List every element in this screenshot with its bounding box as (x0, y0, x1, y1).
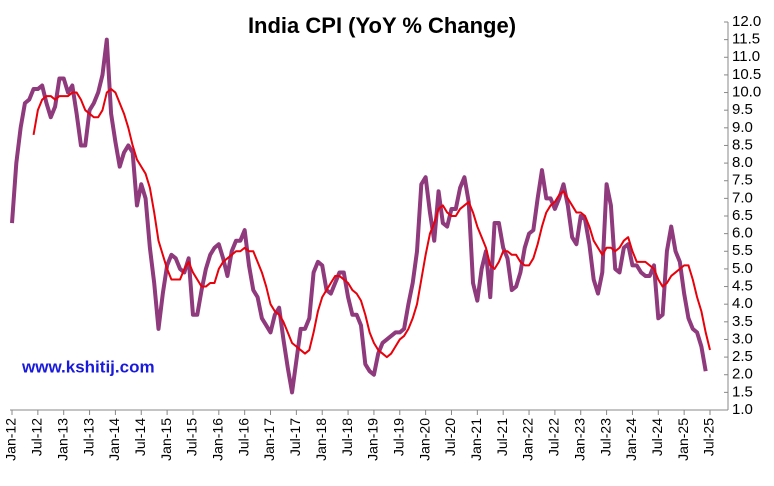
y-tick-label: 3.0 (732, 330, 753, 347)
y-tick-label: 4.0 (732, 295, 753, 312)
x-tick-label: Jan-18 (313, 418, 329, 461)
y-tick-label: 2.5 (732, 348, 753, 365)
y-tick-label: 7.0 (732, 189, 753, 206)
x-tick-label: Jul-20 (442, 418, 458, 456)
y-tick-label: 6.5 (732, 207, 753, 224)
x-tick-label: Jan-22 (520, 418, 536, 461)
y-tick-label: 1.5 (732, 383, 753, 400)
x-tick-label: Jan-24 (623, 418, 639, 461)
watermark: www.kshitij.com (21, 357, 155, 376)
y-tick-label: 10.0 (732, 84, 761, 101)
x-tick-label: Jan-17 (261, 418, 277, 461)
x-tick-label: Jul-15 (184, 418, 200, 456)
x-tick-label: Jul-24 (649, 418, 665, 456)
y-tick-label: 11.0 (732, 48, 760, 65)
x-tick-label: Jan-23 (571, 418, 587, 461)
x-tick-label: Jul-16 (235, 418, 251, 456)
x-tick-label: Jul-17 (287, 418, 303, 456)
y-tick-label: 6.0 (732, 225, 753, 242)
x-tick-label: Jul-22 (546, 418, 562, 456)
x-tick-label: Jan-14 (106, 418, 122, 461)
x-tick-label: Jan-21 (468, 418, 484, 461)
x-tick-label: Jan-19 (365, 418, 381, 461)
x-tick-label: Jul-12 (29, 418, 45, 456)
x-tick-label: Jul-25 (701, 418, 717, 456)
y-tick-label: 11.5 (732, 31, 760, 48)
x-tick-label: Jan-12 (3, 418, 19, 461)
y-tick-label: 5.0 (732, 260, 753, 277)
x-tick-label: Jan-16 (210, 418, 226, 461)
y-tick-label: 12.0 (732, 13, 761, 30)
x-tick-label: Jul-21 (494, 418, 510, 456)
chart-title: India CPI (YoY % Change) (248, 13, 516, 38)
data-line (10, 37, 708, 395)
x-tick-label: Jul-13 (80, 418, 96, 456)
data-line (32, 88, 711, 359)
y-tick-label: 9.5 (732, 101, 753, 118)
y-tick-label: 5.5 (732, 242, 753, 259)
x-tick-label: Jul-18 (339, 418, 355, 456)
x-tick-label: Jul-23 (597, 418, 613, 456)
y-tick-label: 10.5 (732, 66, 761, 83)
x-tick-label: Jan-13 (54, 418, 70, 461)
x-tick-label: Jul-14 (132, 418, 148, 456)
y-tick-label: 2.0 (732, 366, 753, 383)
x-tick-label: Jan-20 (416, 418, 432, 461)
y-tick-label: 4.5 (732, 278, 753, 295)
y-tick-label: 1.0 (732, 401, 753, 418)
y-tick-label: 3.5 (732, 313, 753, 330)
x-tick-label: Jan-25 (675, 418, 691, 461)
x-tick-label: Jul-19 (390, 418, 406, 456)
y-tick-label: 9.0 (732, 119, 753, 136)
y-tick-label: 7.5 (732, 172, 753, 189)
y-tick-label: 8.5 (732, 136, 753, 153)
y-tick-label: 8.0 (732, 154, 753, 171)
x-tick-label: Jan-15 (158, 418, 174, 461)
